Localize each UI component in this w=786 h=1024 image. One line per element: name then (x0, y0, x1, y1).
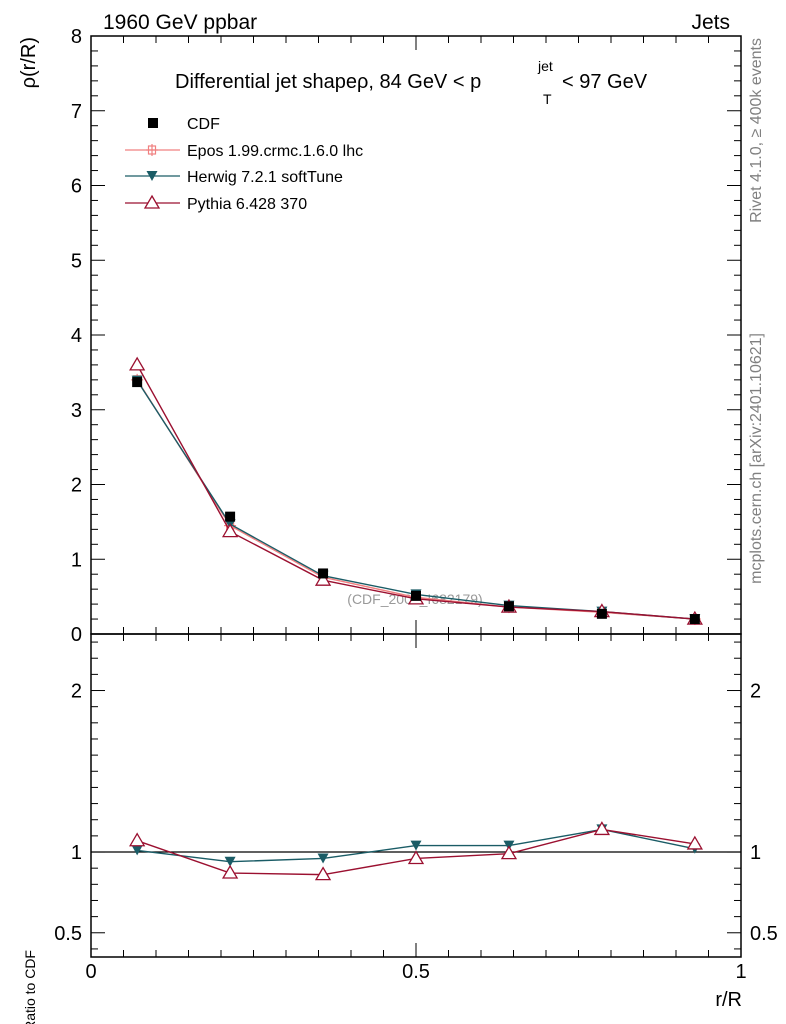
ratio-tick-label-left: 0.5 (54, 923, 82, 945)
ratio-tick-label-right: 0.5 (750, 923, 778, 945)
ratio-series-pythia (129, 821, 703, 881)
ratio-tick-label-right: 2 (750, 681, 761, 703)
mcplots-label: mcplots.cern.ch [arXiv:2401.10621] (748, 333, 765, 584)
data-point-cdf (596, 608, 607, 619)
ratio-tick-label-left: 2 (71, 681, 82, 703)
x-tick-label: 0.5 (402, 961, 430, 983)
ratio-point-herwig (224, 856, 236, 867)
y-tick-label: 2 (71, 475, 82, 497)
main-plot-marks (129, 356, 703, 626)
y-tick-label: 6 (71, 176, 82, 198)
ratio-plot-frame (90, 633, 742, 958)
ratio-plot-axes: 0.5 0.51 12 20 0.5 1 (54, 633, 778, 983)
title-main: Differential jet shapeρ, 84 GeV < p (175, 71, 481, 93)
data-point-pythia (314, 571, 332, 586)
x-tick-label: 0 (85, 961, 96, 983)
y-tick-label: 5 (71, 250, 82, 272)
legend: CDF Epos 1.99.crmc.1.6.0 lhc Herwig 7.2.… (125, 116, 363, 213)
ratio-point-pythia (314, 866, 332, 881)
series-herwig (131, 375, 701, 625)
series-line-herwig (136, 380, 695, 620)
ratio-point-herwig (410, 840, 422, 851)
rivet-version-label: Rivet 4.1.0, ≥ 400k events (748, 38, 765, 223)
legend-label-herwig: Herwig 7.2.1 softTune (187, 169, 343, 186)
data-point-cdf (689, 614, 700, 625)
ratio-tick-label-right: 1 (750, 842, 761, 864)
series-cdf (132, 377, 700, 625)
data-point-cdf (411, 590, 421, 601)
legend-entry-herwig: Herwig 7.2.1 softTune (125, 169, 343, 186)
x-tick-label: 1 (735, 961, 746, 983)
title-tail: < 97 GeV (562, 71, 648, 93)
main-y-axis-label: ρ(r/R) (18, 37, 40, 88)
data-point-cdf (132, 377, 143, 388)
ratio-point-pythia (686, 835, 703, 850)
ratio-point-pythia (407, 850, 425, 865)
legend-entry-cdf: CDF (148, 116, 220, 133)
series-pythia (129, 356, 703, 625)
ratio-plot-marks (129, 821, 703, 881)
ratio-point-pythia (593, 821, 611, 836)
data-point-pythia (129, 356, 146, 371)
main-plot-axes: 0 1 2 3 4 5 6 7 8 (71, 26, 742, 646)
process-label: Jets (691, 11, 730, 34)
x-axis-label: r/R (715, 989, 742, 1011)
series-line-epos (136, 379, 695, 620)
y-tick-label: 7 (71, 101, 82, 123)
ratio-point-pythia (129, 832, 146, 847)
data-point-cdf (503, 601, 514, 612)
title-superscript: jet (537, 58, 553, 74)
y-tick-label: 0 (71, 624, 82, 646)
data-point-pythia (221, 523, 239, 538)
legend-label-epos: Epos 1.99.crmc.1.6.0 lhc (187, 143, 363, 160)
data-point-cdf (225, 511, 236, 522)
data-point-cdf (318, 568, 329, 579)
plot-title: Differential jet shapeρ, 84 GeV < p jet … (175, 58, 648, 107)
y-tick-label: 8 (71, 26, 82, 48)
ratio-point-herwig (317, 853, 329, 864)
legend-entry-pythia: Pythia 6.428 370 (125, 194, 307, 213)
legend-marker-pythia (143, 194, 161, 209)
y-tick-label: 3 (71, 400, 82, 422)
ratio-point-pythia (500, 845, 518, 860)
ratio-y-axis-label: Ratio to CDF (22, 950, 38, 1024)
ratio-tick-label-left: 1 (71, 842, 82, 864)
ratio-point-herwig (131, 845, 143, 856)
y-tick-label: 1 (71, 549, 82, 571)
legend-label-pythia: Pythia 6.428 370 (187, 196, 307, 213)
ratio-point-pythia (221, 864, 239, 879)
legend-entry-epos: Epos 1.99.crmc.1.6.0 lhc (125, 143, 363, 160)
title-subscript: T (543, 91, 552, 107)
legend-label-cdf: CDF (187, 116, 220, 133)
legend-marker-epos (146, 144, 158, 156)
y-tick-label: 4 (71, 325, 82, 347)
legend-marker-herwig (146, 171, 158, 181)
series-line-pythia (136, 364, 695, 620)
series-epos (131, 373, 701, 626)
legend-marker-cdf (148, 118, 158, 128)
energy-label: 1960 GeV ppbar (103, 11, 257, 34)
